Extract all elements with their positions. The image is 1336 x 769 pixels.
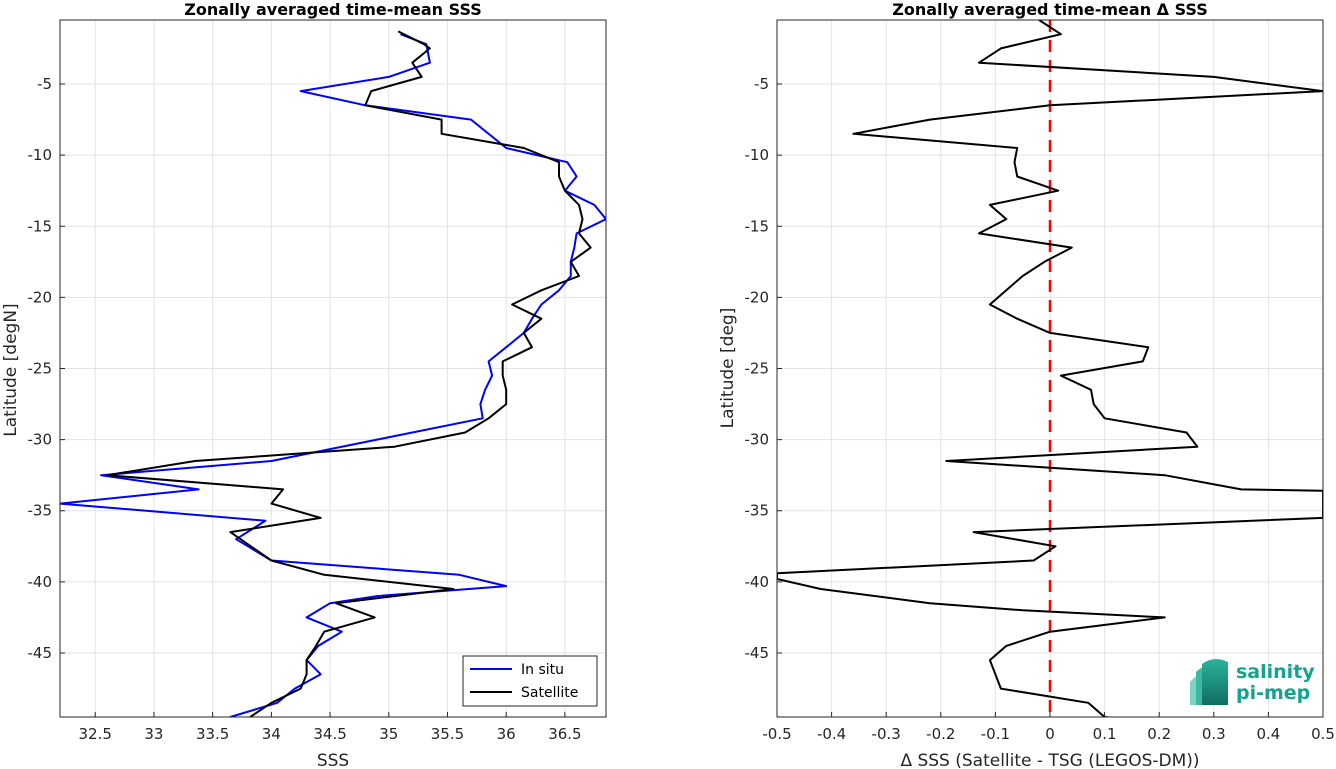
delta-sss-x-tick-label: -0.1 [981,725,1010,743]
delta-sss-x-tick-label: 0.1 [1093,725,1117,743]
sss-y-tick-label: -10 [28,146,53,164]
delta-sss-x-tick-label: 0 [1045,725,1055,743]
sss-y-tick-label: -45 [28,644,53,662]
delta-sss-y-ticks: -45 -40 -35 -30 -25 -20 -15 -10 -5 [745,75,782,662]
delta-sss-x-tick-label: -0.3 [872,725,901,743]
sss-x-tick-label: 35 [379,725,398,743]
delta-sss-x-tick-label: 0.2 [1147,725,1171,743]
sss-axes-box [59,19,607,718]
sss-legend: In situ Satellite [462,655,598,707]
delta-sss-y-tick-label: -40 [745,573,770,591]
logo-text-salinity: salinity [1236,661,1315,683]
sss-y-tick-label: -5 [37,75,52,93]
wave-icon [1190,658,1228,705]
delta-sss-y-tick-label: -5 [754,75,769,93]
delta-sss-y-tick-label: -15 [745,217,770,235]
sss-x-tick-label: 36 [497,725,516,743]
delta-sss-x-tick-label: 0.4 [1256,725,1280,743]
sss-y-tick-label: -20 [28,288,53,306]
sss-x-tick-label: 34.5 [313,725,346,743]
delta-sss-x-axis-label: Δ SSS (Satellite - TSG (LEGOS-DM)) [900,751,1199,769]
delta-sss-axes-box [776,19,1324,718]
legend-label-in-situ: In situ [521,662,564,678]
sss-x-tick-label: 35.5 [431,725,464,743]
delta-sss-x-tick-label: -0.2 [926,725,955,743]
sss-x-tick-label: 33 [144,725,163,743]
delta-sss-x-tick-label: -0.4 [817,725,846,743]
sss-line-in-situ [60,33,606,717]
sss-y-axis-label: Latitude [degN] [1,303,21,436]
sss-y-tick-label: -25 [28,360,53,378]
delta-sss-x-tick-label: 0.3 [1202,725,1226,743]
logo-text-pi-mep: pi-mep [1236,682,1310,704]
delta-sss-x-ticks: -0.5 -0.4 -0.3 -0.2 -0.1 0 0.1 0.2 0.3 0.4 0.5 [762,712,1335,743]
salinity-pi-mep-logo: salinity pi-mep [1190,658,1315,705]
sss-y-tick-label: -15 [28,217,53,235]
sss-y-tick-label: -30 [28,431,53,449]
sss-grid [60,20,606,717]
sss-y-tick-label: -35 [28,502,53,520]
delta-sss-line-series-0 [777,20,1323,717]
delta-sss-series [777,20,1323,717]
sss-series [60,30,606,717]
delta-sss-y-tick-label: -20 [745,288,770,306]
sss-x-axis-label: SSS [317,751,349,769]
delta-sss-x-tick-label: -0.5 [762,725,791,743]
sss-chart-title: Zonally averaged time-mean SSS [184,0,482,19]
sss-x-tick-label: 33.5 [196,725,229,743]
sss-x-tick-label: 32.5 [79,725,112,743]
delta-sss-x-tick-label: 0.5 [1311,725,1335,743]
delta-sss-panel: -0.5 -0.4 -0.3 -0.2 -0.1 0 0.1 0.2 0.3 0.4 0.5 -45… [718,0,1335,769]
sss-y-tick-label: -40 [28,573,53,591]
delta-sss-y-tick-label: -10 [745,146,770,164]
sss-y-ticks: -45 -40 -35 -30 -25 -20 -15 -10 -5 [28,75,65,662]
legend-box [462,655,598,707]
delta-sss-y-axis-label: Latitude [deg] [718,308,738,429]
sss-panel: 32.5 33 33.5 34 34.5 35 35.5 36 36.5 -45 -40 -35 -3… [1,0,607,769]
legend-label-satellite: Satellite [521,685,578,701]
sss-x-tick-label: 34 [262,725,281,743]
delta-sss-y-tick-label: -25 [745,360,770,378]
delta-sss-chart-title: Zonally averaged time-mean Δ SSS [892,0,1208,19]
sss-x-ticks: 32.5 33 33.5 34 34.5 35 35.5 36 36.5 [79,712,582,743]
delta-sss-y-tick-label: -35 [745,502,770,520]
delta-sss-y-tick-label: -45 [745,644,770,662]
sss-line-satellite [106,30,592,717]
sss-x-tick-label: 36.5 [548,725,581,743]
delta-sss-y-tick-label: -30 [745,431,770,449]
